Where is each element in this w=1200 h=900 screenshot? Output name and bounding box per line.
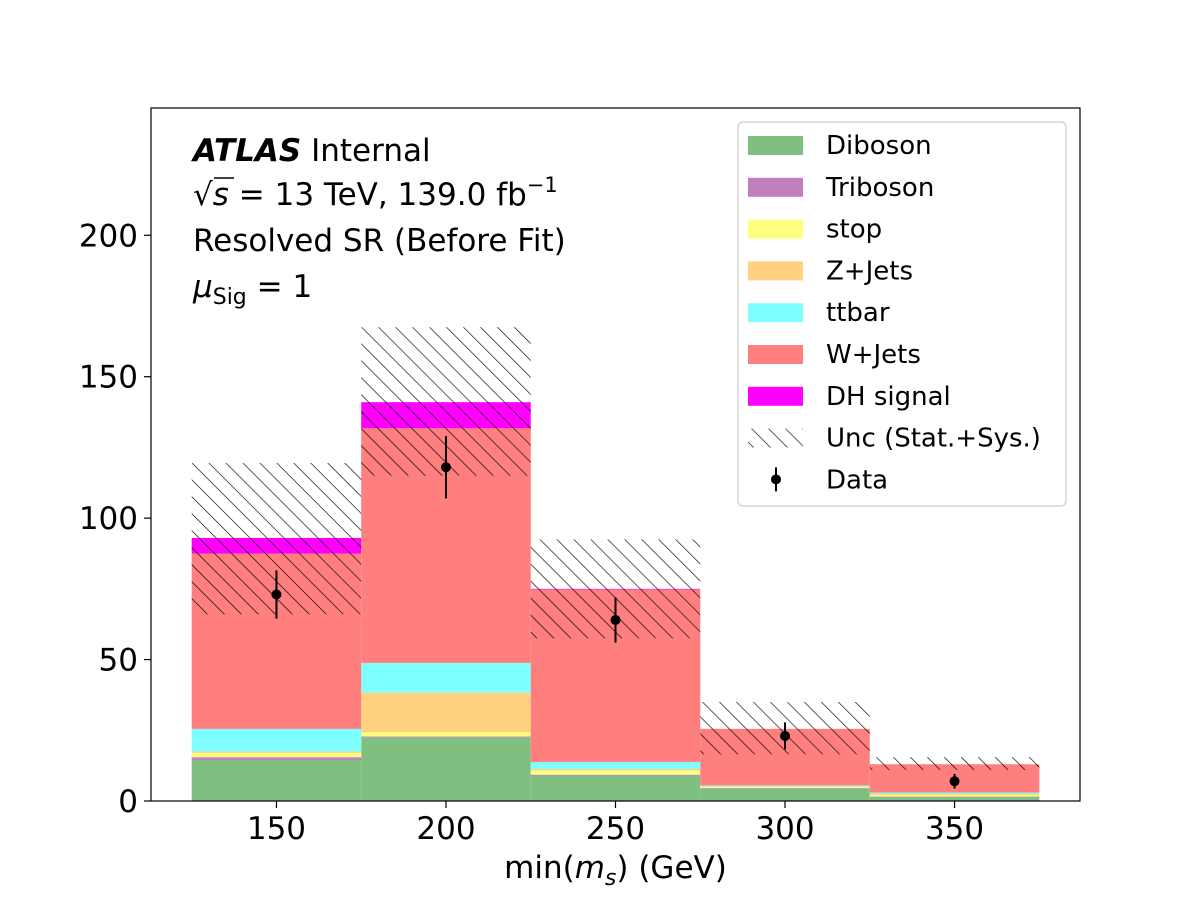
bar-stop-3 bbox=[700, 787, 870, 788]
x-tick-label-250: 250 bbox=[586, 811, 645, 847]
legend-label-dh-signal: DH signal bbox=[826, 382, 951, 412]
bar-stop-0 bbox=[191, 752, 362, 758]
legend-swatch-stop bbox=[748, 219, 803, 239]
legend-marker-data bbox=[771, 474, 781, 485]
data-point-2 bbox=[610, 614, 621, 625]
legend-label-z-jets: Z+Jets bbox=[826, 256, 913, 286]
x-tick-label-350: 350 bbox=[925, 811, 984, 847]
x-tick-label-200: 200 bbox=[416, 811, 475, 847]
x-tick-label-300: 300 bbox=[755, 811, 814, 847]
legend-swatch-unc-stat-sys- bbox=[748, 428, 803, 448]
data-point-3 bbox=[780, 730, 791, 741]
x-tick-label-150: 150 bbox=[247, 811, 306, 847]
data-point-4 bbox=[949, 776, 960, 787]
legend-swatch-w-jets bbox=[748, 345, 803, 364]
bar-triboson-2 bbox=[530, 774, 701, 776]
bar-ttbar-2 bbox=[530, 761, 701, 770]
legend-label-w-jets: W+Jets bbox=[826, 340, 921, 370]
bar-diboson-1 bbox=[361, 737, 531, 801]
legend-swatch-diboson bbox=[748, 136, 803, 155]
atlas-label: ATLAS Internal √s = 13 TeV, 139.0 fb−1 R… bbox=[190, 133, 566, 310]
legend-swatch-z-jets bbox=[748, 261, 803, 281]
y-tick-label-150: 150 bbox=[79, 360, 138, 396]
bar-z-jets-0 bbox=[191, 751, 362, 753]
region-label: Resolved SR (Before Fit) bbox=[193, 223, 566, 259]
data-point-0 bbox=[271, 589, 282, 600]
status-label: Internal bbox=[301, 133, 430, 169]
bar-triboson-1 bbox=[361, 736, 531, 738]
legend-label-data: Data bbox=[826, 465, 888, 495]
bar-z-jets-2 bbox=[530, 769, 701, 771]
uncertainty-band-4 bbox=[869, 757, 1040, 770]
bar-z-jets-1 bbox=[361, 692, 531, 733]
energy-lumi-label: √s = 13 TeV, 139.0 fb−1 bbox=[193, 173, 558, 213]
y-axis: 0 50 100 150 200 bbox=[79, 218, 151, 820]
bar-triboson-0 bbox=[191, 757, 362, 760]
legend-label-ttbar: ttbar bbox=[826, 298, 890, 328]
bar-diboson-3 bbox=[700, 788, 870, 801]
mu-label: μSig = 1 bbox=[192, 269, 312, 310]
legend: Diboson Triboson stop Z+Jets ttbar W+Jets DH s… bbox=[737, 121, 1067, 507]
y-tick-label-100: 100 bbox=[79, 501, 138, 537]
y-tick-label-50: 50 bbox=[99, 643, 138, 679]
bar-ttbar-0 bbox=[191, 728, 362, 752]
bar-stop-4 bbox=[869, 795, 1040, 797]
y-tick-label-200: 200 bbox=[79, 218, 138, 254]
legend-label-triboson: Triboson bbox=[825, 173, 934, 203]
data-point-1 bbox=[440, 462, 451, 473]
bar-stop-2 bbox=[530, 770, 701, 775]
bar-ttbar-3 bbox=[700, 785, 870, 787]
svg-text:ATLAS Internal: ATLAS Internal bbox=[190, 133, 431, 169]
bar-z-jets-4 bbox=[869, 793, 1040, 796]
bar-ttbar-1 bbox=[361, 662, 531, 693]
bar-stop-1 bbox=[361, 732, 531, 737]
uncertainty-bands bbox=[191, 327, 1040, 770]
data-points bbox=[271, 436, 960, 789]
bar-ttbar-4 bbox=[869, 792, 1040, 794]
legend-box bbox=[737, 121, 1067, 507]
legend-label-diboson: Diboson bbox=[826, 131, 932, 161]
legend-label-stop: stop bbox=[826, 215, 882, 245]
legend-label-unc-stat-sys-: Unc (Stat.+Sys.) bbox=[826, 424, 1041, 454]
bar-z-jets-3 bbox=[700, 786, 870, 788]
y-tick-label-0: 0 bbox=[118, 784, 138, 820]
bar-diboson-0 bbox=[191, 759, 362, 801]
legend-swatch-triboson bbox=[748, 177, 803, 197]
x-axis-title: min(ms) (GeV) bbox=[504, 850, 727, 891]
legend-swatch-dh-signal bbox=[748, 386, 803, 406]
x-axis: 150 200 250 300 350 bbox=[247, 801, 984, 847]
bar-diboson-2 bbox=[530, 775, 701, 801]
legend-swatch-ttbar bbox=[748, 303, 803, 323]
bar-diboson-4 bbox=[869, 796, 1040, 801]
experiment-label: ATLAS bbox=[190, 133, 301, 169]
